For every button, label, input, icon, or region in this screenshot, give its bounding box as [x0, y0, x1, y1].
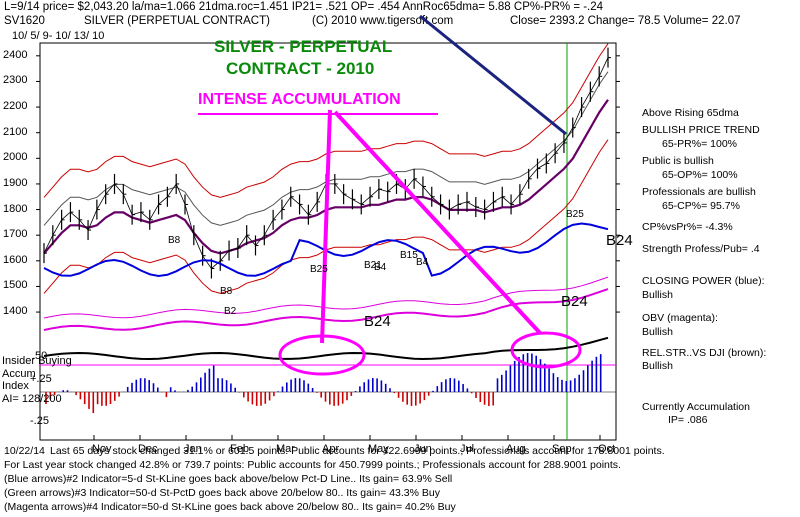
month-label: Apr	[322, 443, 340, 455]
closing-power-value: Bullish	[642, 289, 673, 301]
footer-line5: (Magenta arrows)#4 Indicator=50-d St-KLi…	[4, 501, 456, 513]
y-tick-label: 1400	[3, 305, 28, 318]
strength-prof-pub: Strength Profess/Pub= .4	[642, 243, 760, 255]
obv-value: Bullish	[642, 326, 673, 338]
signal-label: B24	[364, 313, 391, 330]
month-label: May	[368, 443, 389, 455]
accum-circle-2	[510, 331, 582, 369]
title-line2: CONTRACT - 2010	[226, 59, 375, 78]
month-label: Mar	[276, 443, 295, 455]
obv-title: OBV (magenta):	[642, 312, 718, 324]
accum-circle-1	[278, 334, 366, 376]
month-label: Sep	[552, 443, 572, 455]
accum-layer	[40, 353, 616, 414]
current-ip: IP= .086	[668, 414, 708, 426]
signal-label: B24	[561, 293, 588, 310]
signal-label: B4	[374, 262, 387, 273]
signal-label: B2	[224, 306, 237, 317]
y-tick-label: 2000	[3, 151, 28, 164]
index-label: Index	[2, 380, 29, 392]
month-label: Jan	[184, 443, 202, 455]
bullish-price-trend: BULLISH PRICE TREND	[642, 124, 760, 136]
y-tick-label: 1800	[3, 202, 28, 215]
callout-arrow-2	[333, 110, 542, 335]
current-accum-title: Currently Accumulation	[642, 401, 750, 413]
y-tick-label: 1600	[3, 253, 28, 266]
title-line1: SILVER - PERPETUAL	[214, 37, 393, 56]
relstr-line	[43, 336, 609, 361]
closing-power-title: CLOSING POWER (blue):	[642, 275, 765, 287]
y-tick-label: 2400	[3, 48, 28, 61]
copyright-label: (C) 2010 www.tigersoft.com	[312, 15, 454, 27]
plot-frame	[39, 42, 617, 441]
signal-label: B8	[168, 235, 181, 246]
close-change-volume: Close= 2393.2 Change= 78.5 Volume= 22.07	[510, 15, 741, 27]
signal-label: B15	[400, 250, 418, 261]
date-range: 10/ 5/ 9- 10/ 13/ 10	[12, 30, 105, 42]
pr-percent: 65-PR%= 100%	[662, 138, 738, 150]
signal-label: B4	[416, 257, 429, 268]
month-label: Feb	[230, 443, 249, 455]
cp-vs-pr: CP%vsPr%= -4.3%	[642, 221, 733, 233]
public-bullish: Public is bullish	[642, 155, 714, 167]
cp-percent: 65-CP%= 95.7%	[662, 200, 740, 212]
signal-label: B21	[364, 260, 382, 271]
insider-label: Insider Buying	[2, 355, 72, 367]
accum-tick-50: .50	[32, 350, 48, 362]
contract-label: SILVER (PERPETUAL CONTRACT)	[84, 15, 270, 27]
callout-intense-accumulation: INTENSE ACCUMULATION	[198, 91, 401, 108]
ticker-label: SV1620	[4, 15, 45, 27]
month-label: Jun	[414, 443, 432, 455]
y-tick-label: 2100	[3, 125, 28, 138]
accum-tick-neg25: -.25	[30, 415, 49, 427]
month-label: Jul	[460, 443, 475, 455]
callout-arrow-1	[320, 109, 332, 344]
month-label: Aug	[506, 443, 526, 455]
signal-label: B8	[220, 286, 233, 297]
footer-date: 10/22/14	[4, 445, 45, 457]
y-tick-label: 1900	[3, 176, 28, 189]
signal-label: B25	[566, 209, 584, 220]
signal-label: B24	[606, 232, 633, 249]
month-label: Oct	[598, 443, 616, 455]
y-tick-label: 2300	[3, 74, 28, 87]
accum-tick-25: +.25	[30, 373, 52, 385]
y-tick-label: 1700	[3, 228, 28, 241]
pro-bullish: Professionals are bullish	[642, 186, 756, 198]
relstr-title: REL.STR..VS DJI (brown):	[642, 347, 767, 359]
signal-label: B25	[310, 264, 328, 275]
footer-line4: (Green arrows)#3 Indicator=50-d St-PctD …	[4, 487, 440, 499]
ai-label: AI= 128/200	[2, 393, 62, 405]
accum-label: Accum	[2, 368, 36, 380]
month-label: Nov	[92, 443, 112, 455]
obv-line	[43, 288, 609, 331]
above-rising-65dma: Above Rising 65dma	[642, 107, 739, 119]
relstr-value: Bullish	[642, 360, 673, 372]
op-percent: 65-OP%= 100%	[662, 169, 738, 181]
month-label: Dec	[138, 443, 158, 455]
y-tick-label: 1500	[3, 279, 28, 292]
header-line1: L=9/14 price= $2,043.20 la/ma=1.066 21dm…	[4, 1, 604, 13]
navy-pointer	[419, 14, 567, 136]
y-tick-label: 2200	[3, 100, 28, 113]
upper-band	[43, 43, 609, 198]
footer-line3: (Blue arrows)#2 Indicator=5-d St-KLine g…	[4, 473, 453, 485]
obv-ma-line	[43, 276, 609, 319]
footer-line2: For Last year stock changed 42.8% or 739…	[4, 459, 621, 471]
footer-line1: Last 65 days stock changed 31.1% or 601.…	[50, 445, 665, 457]
